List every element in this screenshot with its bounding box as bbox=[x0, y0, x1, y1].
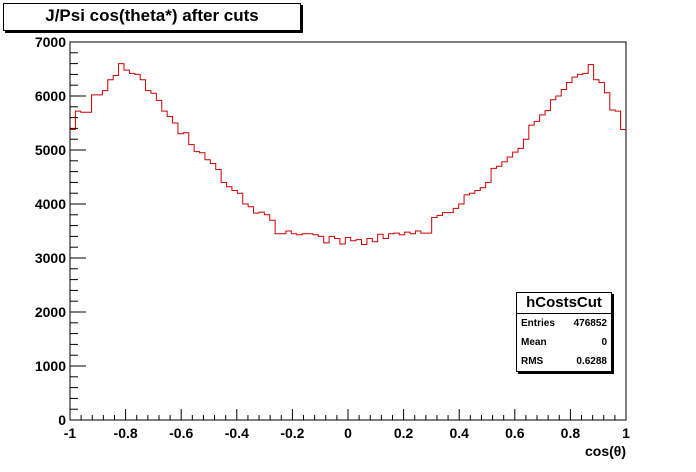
y-tick-label: 1000 bbox=[35, 358, 66, 374]
x-tick-label: 0 bbox=[344, 425, 352, 441]
stats-row-rms: RMS 0.6288 bbox=[517, 352, 611, 371]
ticks: -1 -0.8 -0.6 -0.4 -0.2 0 0.2 0.4 0.6 0.8 1 0 1000 200… bbox=[35, 34, 630, 459]
chart-title: J/Psi cos(theta*) after cuts bbox=[45, 6, 259, 25]
x-tick-label: -0.6 bbox=[169, 425, 193, 441]
stats-value: 0 bbox=[601, 337, 607, 348]
x-tick-label: -0.4 bbox=[225, 425, 249, 441]
title-box: J/Psi cos(theta*) after cuts bbox=[3, 3, 301, 31]
x-tick-label: 0.6 bbox=[505, 425, 525, 441]
histogram-line bbox=[70, 63, 626, 245]
x-tick-label: -0.2 bbox=[280, 425, 304, 441]
x-tick-label: 0.2 bbox=[394, 425, 414, 441]
y-tick-label: 0 bbox=[58, 412, 66, 428]
stats-row-entries: Entries 476852 bbox=[517, 314, 611, 333]
stats-value: 0.6288 bbox=[576, 356, 607, 367]
stats-name: hCostsCut bbox=[517, 293, 611, 314]
stats-row-mean: Mean 0 bbox=[517, 333, 611, 352]
x-tick-label: 1 bbox=[622, 425, 630, 441]
stats-label: RMS bbox=[521, 356, 544, 367]
stats-label: Mean bbox=[521, 337, 547, 348]
stats-label: Entries bbox=[521, 318, 555, 329]
y-tick-label: 3000 bbox=[35, 250, 66, 266]
y-tick-label: 2000 bbox=[35, 304, 66, 320]
y-tick-label: 5000 bbox=[35, 142, 66, 158]
y-tick-label: 4000 bbox=[35, 196, 66, 212]
y-tick-label: 7000 bbox=[35, 34, 66, 50]
x-tick-label: -0.8 bbox=[114, 425, 138, 441]
y-tick-label: 6000 bbox=[35, 88, 66, 104]
x-tick-label: 0.8 bbox=[561, 425, 581, 441]
stats-box: hCostsCut Entries 476852 Mean 0 RMS 0.62… bbox=[516, 292, 612, 372]
x-axis-label: cos(θ) bbox=[585, 443, 626, 459]
x-tick-label: -1 bbox=[64, 425, 77, 441]
x-tick-label: 0.4 bbox=[449, 425, 469, 441]
stats-value: 476852 bbox=[573, 318, 607, 329]
